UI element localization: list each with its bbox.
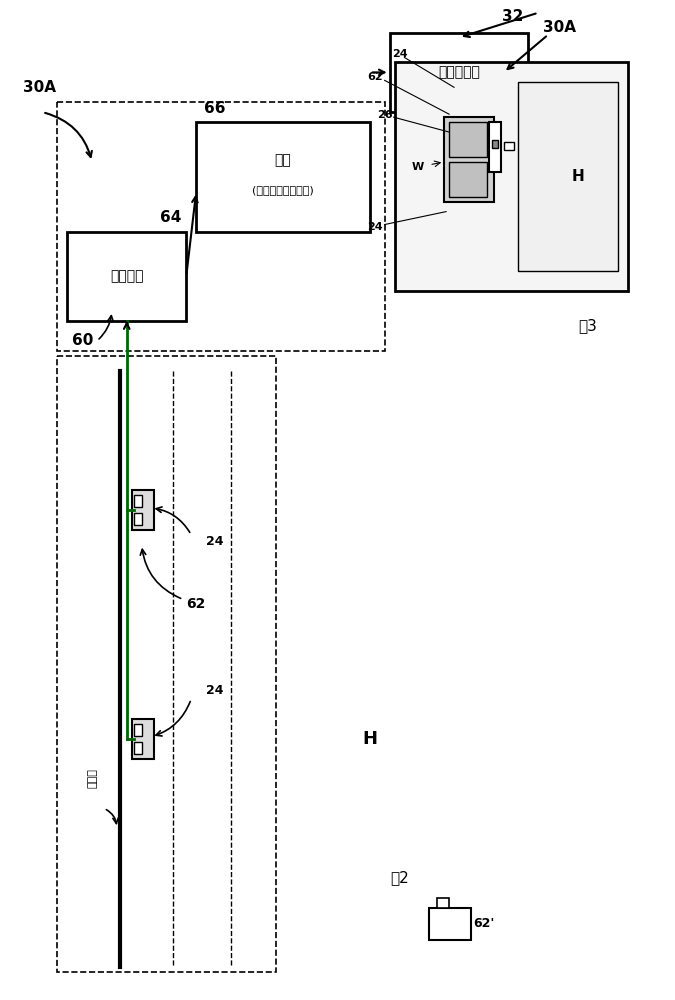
Text: 62': 62' xyxy=(473,917,495,930)
Bar xyxy=(68,232,186,321)
Bar xyxy=(132,719,153,759)
Text: 26: 26 xyxy=(377,110,393,120)
Text: 电梯门: 电梯门 xyxy=(87,769,97,788)
Text: 电梯控制器: 电梯控制器 xyxy=(438,65,480,79)
Text: (检测、追踪和计数): (检测、追踪和计数) xyxy=(252,185,314,195)
Text: 图3: 图3 xyxy=(578,318,597,333)
Bar xyxy=(504,142,514,150)
Text: 66: 66 xyxy=(204,101,225,116)
Text: H: H xyxy=(572,169,585,184)
Text: 32: 32 xyxy=(502,9,523,24)
Bar xyxy=(57,356,275,972)
Bar xyxy=(437,898,449,908)
Polygon shape xyxy=(444,70,508,117)
Text: 图2: 图2 xyxy=(390,870,409,885)
Bar xyxy=(429,908,471,940)
Bar xyxy=(57,102,385,351)
Text: 24: 24 xyxy=(206,535,223,548)
Text: 60: 60 xyxy=(72,333,94,348)
Bar xyxy=(134,742,142,754)
Text: 数据捕获: 数据捕获 xyxy=(110,269,144,283)
Bar xyxy=(196,122,370,232)
Bar xyxy=(491,140,497,148)
Bar xyxy=(518,82,618,271)
Bar xyxy=(134,495,142,507)
Text: 24: 24 xyxy=(206,684,223,697)
Bar xyxy=(134,724,142,736)
Text: H: H xyxy=(362,730,377,748)
Polygon shape xyxy=(444,202,508,256)
Text: 64: 64 xyxy=(160,210,182,225)
Text: 30A: 30A xyxy=(543,20,576,35)
Text: W: W xyxy=(412,162,425,172)
Bar xyxy=(449,162,487,197)
Bar xyxy=(394,62,628,291)
Text: 24: 24 xyxy=(367,222,383,232)
Text: 62: 62 xyxy=(367,72,383,82)
Bar xyxy=(449,122,487,157)
Text: 62: 62 xyxy=(186,597,206,611)
Bar xyxy=(489,122,501,172)
Bar xyxy=(134,513,142,525)
Bar xyxy=(132,490,153,530)
Bar xyxy=(444,117,493,202)
Text: 处理: 处理 xyxy=(275,153,292,167)
Text: 30A: 30A xyxy=(23,80,55,95)
Bar xyxy=(389,33,529,112)
Text: 24: 24 xyxy=(392,49,407,59)
